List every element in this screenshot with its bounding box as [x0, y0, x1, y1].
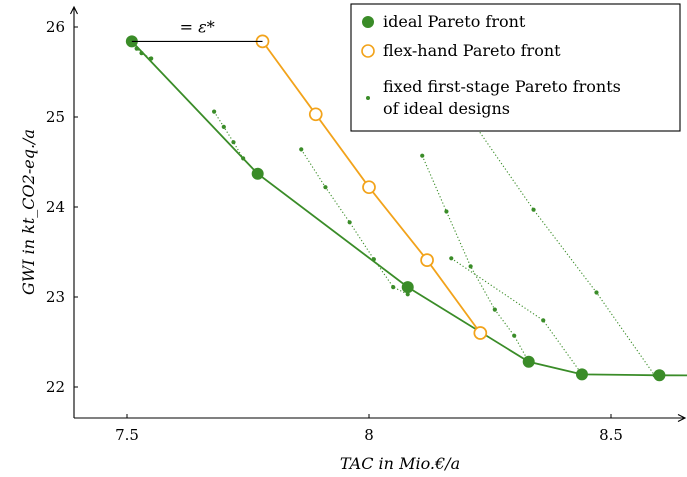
ideal-front-point	[522, 355, 535, 368]
x-tick-label: 7.5	[115, 426, 139, 444]
legend-marker-ideal	[362, 16, 374, 28]
legend-marker-fixed	[366, 96, 370, 100]
fixed-front-point	[420, 153, 425, 158]
fixed-front-point	[323, 185, 328, 190]
y-tick-label: 22	[46, 378, 65, 396]
ideal-front-point	[251, 167, 264, 180]
y-tick-label: 26	[46, 18, 65, 36]
legend-box	[350, 3, 681, 132]
fixed-front-point	[221, 124, 226, 129]
y-axis-label: GWI in kt_CO2-eq./a	[19, 129, 38, 295]
flex-front-point	[308, 107, 323, 122]
fixed-front-point	[405, 292, 410, 297]
flex-front-point	[362, 180, 376, 195]
fixed-front-point	[347, 220, 352, 225]
ideal-front-point	[575, 368, 588, 381]
fixed-front-point	[468, 264, 473, 269]
y-axis-arrow	[70, 5, 78, 15]
ideal-front-point	[653, 369, 666, 382]
legend: ideal Pareto front flex-hand Pareto fron…	[350, 3, 681, 132]
fixed-front-line-1	[213, 111, 259, 175]
fixed-front-line-2	[300, 149, 408, 295]
epsilon-label: = ε*	[180, 17, 215, 36]
fixed-front-point	[212, 109, 217, 114]
y-tick-label: 23	[46, 288, 65, 306]
epsilon-annotation: = ε*	[131, 17, 263, 42]
legend-label-fixed: fixed first-stage Pareto fronts of ideal…	[383, 77, 626, 118]
legend-marker-flex	[361, 44, 375, 58]
fixed-front-point	[299, 147, 304, 152]
ideal-front-point	[401, 281, 414, 294]
legend-label-flex: flex-hand Pareto front	[383, 41, 561, 60]
y-tick-label: 24	[46, 198, 65, 216]
fixed-front-line-5	[450, 257, 583, 375]
fixed-front-point	[391, 285, 396, 290]
series-layer	[125, 34, 687, 382]
x-tick-label: 8	[364, 426, 374, 444]
legend-label-ideal: ideal Pareto front	[383, 12, 526, 31]
y-tick-label: 25	[46, 108, 65, 126]
legend-label-fixed-line2: of ideal designs	[383, 99, 510, 118]
fixed-front-line-4	[416, 42, 656, 376]
fixed-front-point	[492, 307, 497, 312]
fixed-front-point	[531, 207, 536, 212]
x-tick-label: 8.5	[599, 426, 623, 444]
fixed-front-point	[444, 209, 449, 214]
flex-front-point	[420, 253, 434, 267]
fixed-front-point	[231, 140, 236, 145]
axes	[70, 5, 687, 422]
legend-label-fixed-line1: fixed first-stage Pareto fronts	[383, 77, 621, 96]
fixed-front-point	[512, 333, 517, 338]
fixed-front-point	[449, 256, 454, 261]
fixed-front-line-3	[421, 155, 530, 363]
fixed-front-point	[594, 290, 599, 295]
x-axis-arrow	[677, 414, 687, 422]
flex-front-point	[473, 326, 488, 340]
x-axis-label: TAC in Mio.€/a	[340, 454, 460, 473]
fixed-front-point	[541, 318, 546, 323]
